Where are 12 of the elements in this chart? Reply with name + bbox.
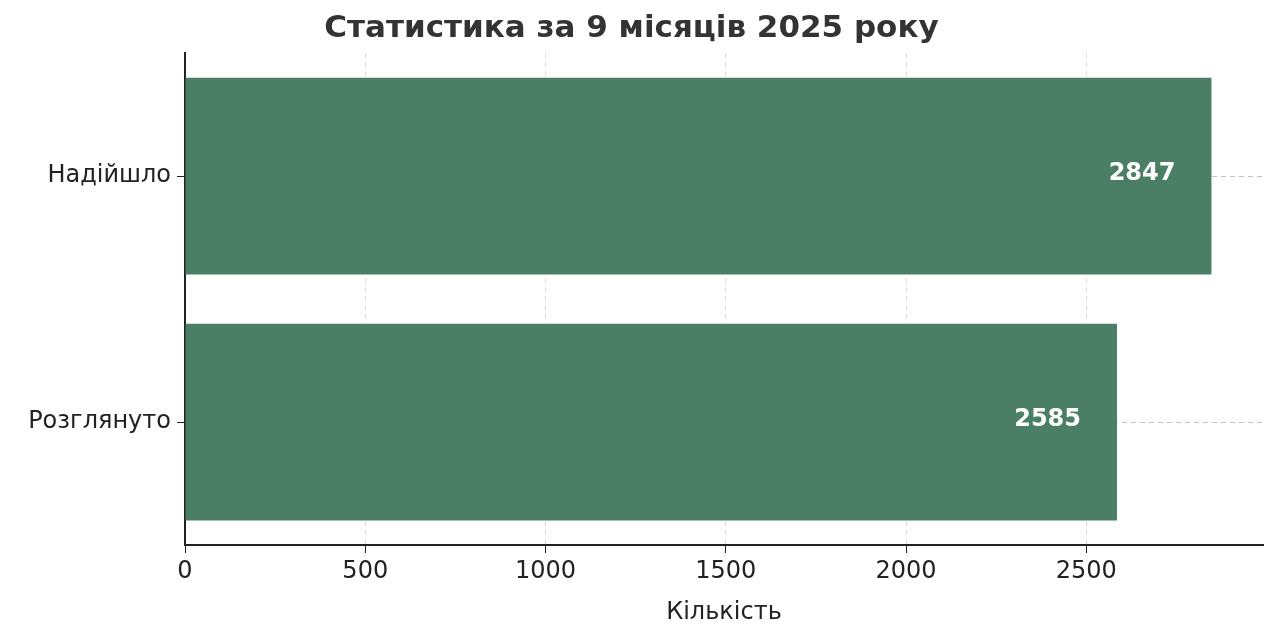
chart-title: Статистика за 9 місяців 2025 року [324, 7, 939, 44]
data-label: 2585 [1014, 404, 1081, 433]
x-tick-label: 500 [342, 555, 389, 584]
x-tick-label: 1000 [515, 555, 577, 584]
x-tick-label: 1500 [695, 555, 757, 584]
x-tick-label: 2000 [875, 555, 937, 584]
y-tick-label: Розглянуто [28, 406, 171, 435]
data-label: 2847 [1108, 158, 1176, 187]
x-axis-title: Кількість [666, 596, 782, 625]
y-tick-label: Надійшло [47, 160, 171, 189]
x-tick-label: 2500 [1055, 555, 1117, 584]
x-tick-label: 0 [177, 555, 193, 584]
